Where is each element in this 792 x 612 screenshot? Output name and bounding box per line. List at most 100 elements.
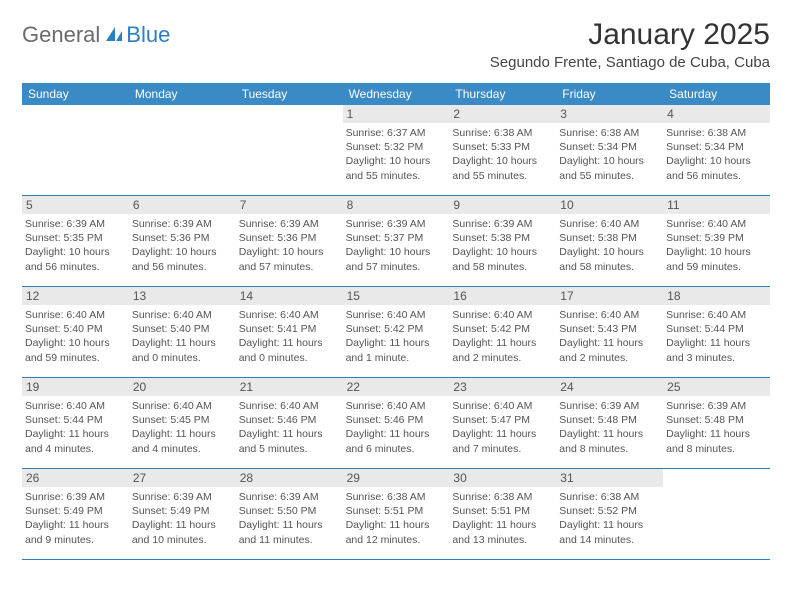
- sunrise-text: Sunrise: 6:40 AM: [452, 308, 553, 322]
- sunset-text: Sunset: 5:44 PM: [666, 322, 767, 336]
- sunrise-text: Sunrise: 6:40 AM: [452, 399, 553, 413]
- daylight-text: Daylight: 11 hours and 5 minutes.: [239, 427, 340, 455]
- sunset-text: Sunset: 5:42 PM: [452, 322, 553, 336]
- sunset-text: Sunset: 5:52 PM: [559, 504, 660, 518]
- calendar-cell: 27Sunrise: 6:39 AMSunset: 5:49 PMDayligh…: [129, 469, 236, 553]
- daylight-text: Daylight: 10 hours and 57 minutes.: [346, 245, 447, 273]
- weekday-header: Tuesday: [236, 83, 343, 105]
- sunset-text: Sunset: 5:48 PM: [666, 413, 767, 427]
- weekday-header: Friday: [556, 83, 663, 105]
- daylight-text: Daylight: 10 hours and 58 minutes.: [452, 245, 553, 273]
- day-number: 18: [663, 287, 770, 305]
- day-number: 26: [22, 469, 129, 487]
- day-number: 6: [129, 196, 236, 214]
- sunset-text: Sunset: 5:37 PM: [346, 231, 447, 245]
- sunset-text: Sunset: 5:46 PM: [239, 413, 340, 427]
- sunrise-text: Sunrise: 6:40 AM: [666, 217, 767, 231]
- sunrise-text: Sunrise: 6:40 AM: [239, 308, 340, 322]
- week-separator: [22, 559, 770, 560]
- sunset-text: Sunset: 5:48 PM: [559, 413, 660, 427]
- day-number: 11: [663, 196, 770, 214]
- calendar-cell: 29Sunrise: 6:38 AMSunset: 5:51 PMDayligh…: [343, 469, 450, 553]
- sunrise-text: Sunrise: 6:40 AM: [25, 308, 126, 322]
- daylight-text: Daylight: 10 hours and 56 minutes.: [25, 245, 126, 273]
- sunrise-text: Sunrise: 6:38 AM: [452, 126, 553, 140]
- calendar-grid: SundayMondayTuesdayWednesdayThursdayFrid…: [22, 83, 770, 560]
- day-number: 13: [129, 287, 236, 305]
- day-number: 21: [236, 378, 343, 396]
- calendar-cell: 16Sunrise: 6:40 AMSunset: 5:42 PMDayligh…: [449, 287, 556, 371]
- daylight-text: Daylight: 11 hours and 11 minutes.: [239, 518, 340, 546]
- sunset-text: Sunset: 5:38 PM: [559, 231, 660, 245]
- logo-text-blue: Blue: [126, 22, 170, 48]
- calendar-cell: 3Sunrise: 6:38 AMSunset: 5:34 PMDaylight…: [556, 105, 663, 189]
- daylight-text: Daylight: 10 hours and 55 minutes.: [452, 154, 553, 182]
- title-block: January 2025 Segundo Frente, Santiago de…: [490, 18, 770, 77]
- daylight-text: Daylight: 10 hours and 58 minutes.: [559, 245, 660, 273]
- day-number: 29: [343, 469, 450, 487]
- sunset-text: Sunset: 5:50 PM: [239, 504, 340, 518]
- daylight-text: Daylight: 11 hours and 9 minutes.: [25, 518, 126, 546]
- calendar-cell: [236, 105, 343, 189]
- calendar-cell: 22Sunrise: 6:40 AMSunset: 5:46 PMDayligh…: [343, 378, 450, 462]
- day-number: 15: [343, 287, 450, 305]
- calendar-cell: 2Sunrise: 6:38 AMSunset: 5:33 PMDaylight…: [449, 105, 556, 189]
- day-number: 30: [449, 469, 556, 487]
- calendar-cell: 10Sunrise: 6:40 AMSunset: 5:38 PMDayligh…: [556, 196, 663, 280]
- sunrise-text: Sunrise: 6:39 AM: [132, 490, 233, 504]
- calendar-cell: 19Sunrise: 6:40 AMSunset: 5:44 PMDayligh…: [22, 378, 129, 462]
- daylight-text: Daylight: 11 hours and 4 minutes.: [132, 427, 233, 455]
- day-number: 23: [449, 378, 556, 396]
- day-number: 20: [129, 378, 236, 396]
- sunrise-text: Sunrise: 6:38 AM: [559, 126, 660, 140]
- calendar-cell: 30Sunrise: 6:38 AMSunset: 5:51 PMDayligh…: [449, 469, 556, 553]
- weekday-header: Wednesday: [343, 83, 450, 105]
- day-number: 7: [236, 196, 343, 214]
- sunset-text: Sunset: 5:44 PM: [25, 413, 126, 427]
- weekday-header: Thursday: [449, 83, 556, 105]
- daylight-text: Daylight: 11 hours and 7 minutes.: [452, 427, 553, 455]
- daylight-text: Daylight: 10 hours and 55 minutes.: [346, 154, 447, 182]
- logo: General Blue: [22, 22, 170, 48]
- sunrise-text: Sunrise: 6:39 AM: [239, 217, 340, 231]
- sunrise-text: Sunrise: 6:39 AM: [25, 217, 126, 231]
- calendar-cell: 5Sunrise: 6:39 AMSunset: 5:35 PMDaylight…: [22, 196, 129, 280]
- day-number: 17: [556, 287, 663, 305]
- day-number: 1: [343, 105, 450, 123]
- day-number: 27: [129, 469, 236, 487]
- sunrise-text: Sunrise: 6:40 AM: [239, 399, 340, 413]
- day-number: 9: [449, 196, 556, 214]
- month-title: January 2025: [490, 18, 770, 52]
- sunset-text: Sunset: 5:41 PM: [239, 322, 340, 336]
- logo-sail-icon: [104, 26, 124, 44]
- location-text: Segundo Frente, Santiago de Cuba, Cuba: [490, 54, 770, 71]
- sunset-text: Sunset: 5:35 PM: [25, 231, 126, 245]
- sunset-text: Sunset: 5:40 PM: [132, 322, 233, 336]
- day-number: 25: [663, 378, 770, 396]
- sunset-text: Sunset: 5:43 PM: [559, 322, 660, 336]
- calendar-cell: 4Sunrise: 6:38 AMSunset: 5:34 PMDaylight…: [663, 105, 770, 189]
- day-number: 14: [236, 287, 343, 305]
- day-number: 3: [556, 105, 663, 123]
- sunrise-text: Sunrise: 6:38 AM: [346, 490, 447, 504]
- calendar-cell: [22, 105, 129, 189]
- day-number: 10: [556, 196, 663, 214]
- sunrise-text: Sunrise: 6:40 AM: [132, 308, 233, 322]
- day-number: 28: [236, 469, 343, 487]
- day-number: 12: [22, 287, 129, 305]
- calendar-cell: 24Sunrise: 6:39 AMSunset: 5:48 PMDayligh…: [556, 378, 663, 462]
- day-number: 31: [556, 469, 663, 487]
- daylight-text: Daylight: 11 hours and 0 minutes.: [239, 336, 340, 364]
- sunset-text: Sunset: 5:36 PM: [132, 231, 233, 245]
- sunrise-text: Sunrise: 6:40 AM: [346, 399, 447, 413]
- daylight-text: Daylight: 11 hours and 8 minutes.: [559, 427, 660, 455]
- daylight-text: Daylight: 11 hours and 2 minutes.: [559, 336, 660, 364]
- day-number: 4: [663, 105, 770, 123]
- daylight-text: Daylight: 10 hours and 57 minutes.: [239, 245, 340, 273]
- sunrise-text: Sunrise: 6:40 AM: [559, 308, 660, 322]
- daylight-text: Daylight: 10 hours and 56 minutes.: [132, 245, 233, 273]
- sunrise-text: Sunrise: 6:39 AM: [25, 490, 126, 504]
- calendar-cell: 7Sunrise: 6:39 AMSunset: 5:36 PMDaylight…: [236, 196, 343, 280]
- calendar-cell: 21 Sunrise: 6:40 AMSunset: 5:46 PMDayligh…: [236, 378, 343, 462]
- calendar-cell: 1Sunrise: 6:37 AMSunset: 5:32 PMDaylight…: [343, 105, 450, 189]
